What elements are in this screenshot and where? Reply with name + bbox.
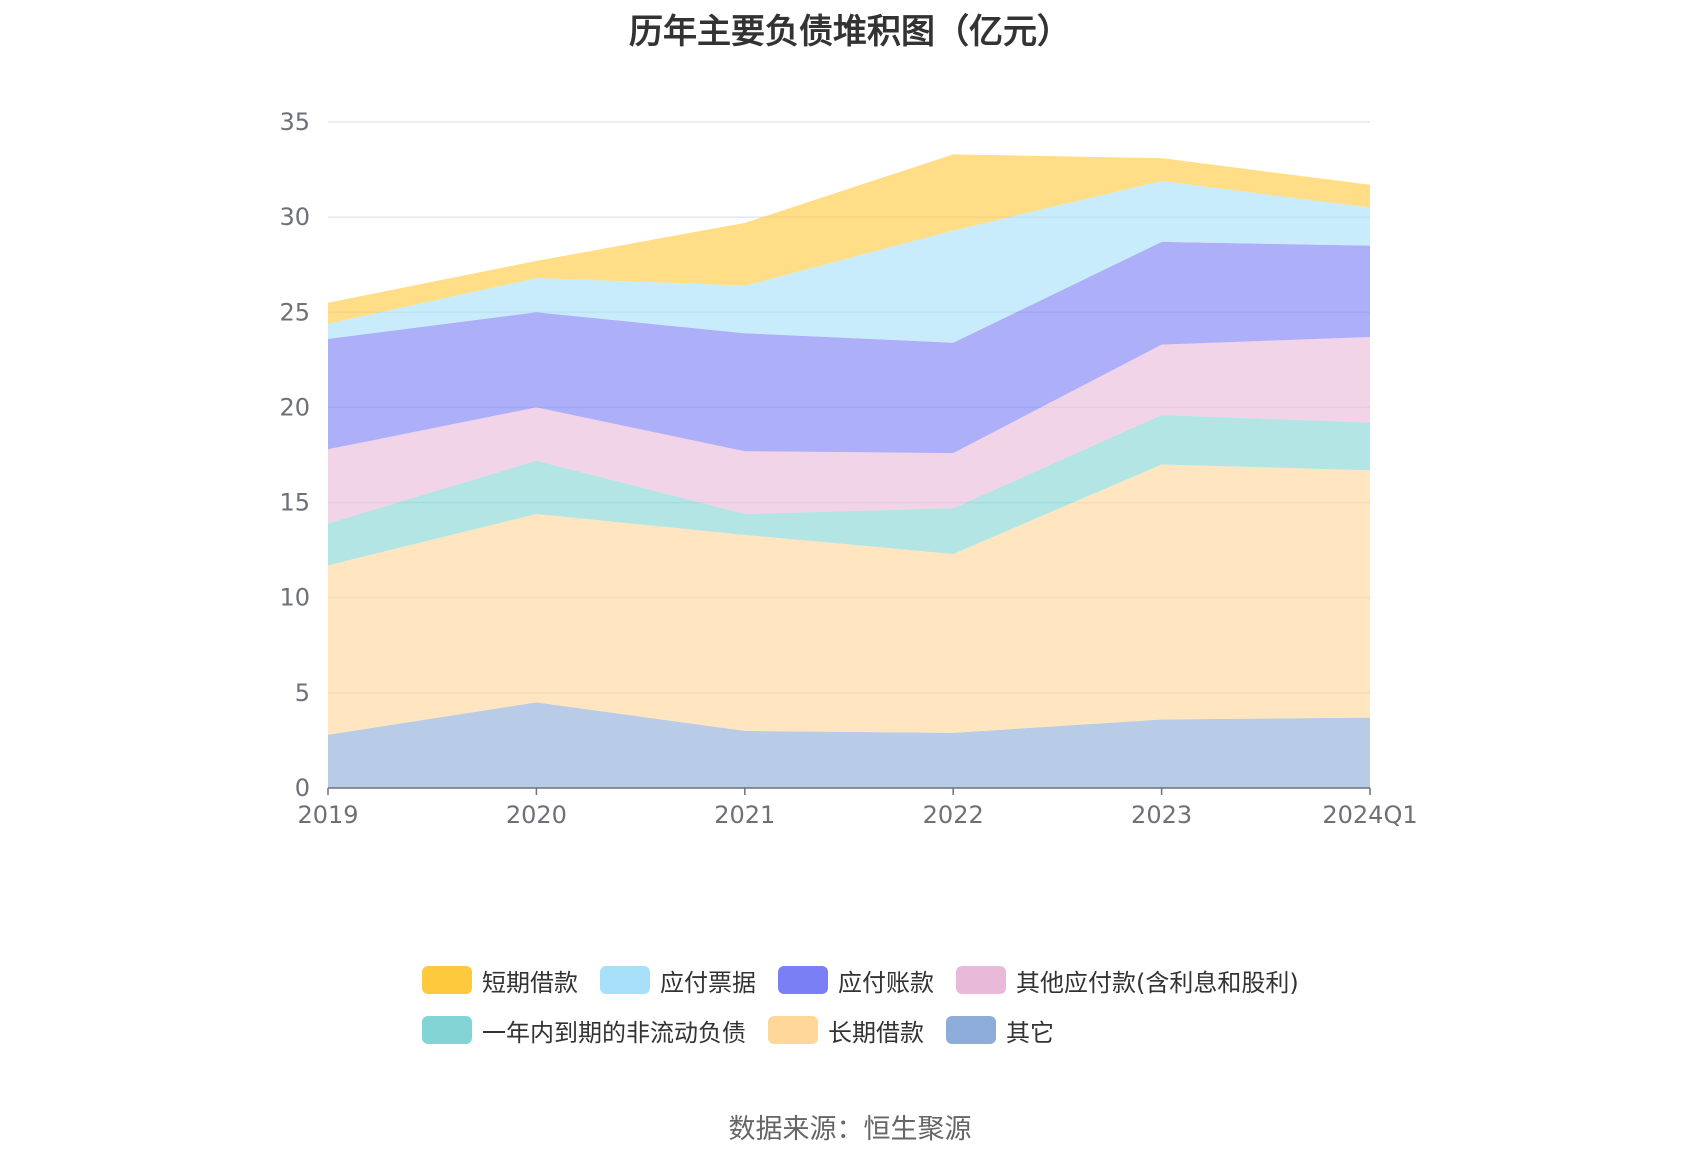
legend: 短期借款 应付票据 应付账款 其他应付款(含利息和股利) 一年内到期的非流动负债 长期借款… xyxy=(422,955,1322,1055)
chart-title: 历年主要负债堆积图（亿元） xyxy=(629,12,1071,52)
legend-label: 长期借款 xyxy=(828,1018,924,1047)
x-tick-label: 2021 xyxy=(714,801,775,829)
y-tick-label: 0 xyxy=(295,774,310,802)
legend-swatch xyxy=(422,1016,472,1044)
area-series-2 xyxy=(328,415,1370,566)
x-tick-label: 2020 xyxy=(506,801,567,829)
legend-label: 短期借款 xyxy=(482,968,578,997)
area-series-5 xyxy=(328,180,1370,343)
y-tick-label: 35 xyxy=(279,108,310,136)
legend-swatch xyxy=(600,966,650,994)
y-tick-label: 15 xyxy=(279,489,310,517)
y-tick-label: 10 xyxy=(279,584,310,612)
legend-row: 短期借款 应付票据 应付账款 其他应付款(含利息和股利) xyxy=(422,955,1322,1005)
legend-swatch xyxy=(956,966,1006,994)
area-series-4 xyxy=(328,241,1370,454)
legend-label: 应付账款 xyxy=(838,968,934,997)
data-source-note: 数据来源：恒生聚源 xyxy=(728,1114,972,1145)
legend-swatch xyxy=(768,1016,818,1044)
legend-item[interactable]: 应付账款 xyxy=(778,963,934,998)
y-tick-label: 25 xyxy=(279,298,310,326)
y-tick-label: 20 xyxy=(279,393,310,421)
x-tick-label: 2023 xyxy=(1131,801,1192,829)
legend-item[interactable]: 其他应付款(含利息和股利) xyxy=(956,963,1299,998)
legend-row: 一年内到期的非流动负债 长期借款 其它 xyxy=(422,1005,1322,1055)
area-series-6 xyxy=(328,154,1370,324)
legend-item[interactable]: 长期借款 xyxy=(768,1013,924,1048)
area-series-3 xyxy=(328,337,1370,524)
y-tick-label: 5 xyxy=(295,679,310,707)
legend-item[interactable]: 应付票据 xyxy=(600,963,756,998)
area-series-0 xyxy=(328,702,1370,788)
legend-item[interactable]: 一年内到期的非流动负债 xyxy=(422,1013,746,1048)
legend-label: 其它 xyxy=(1006,1018,1054,1047)
y-tick-label: 30 xyxy=(279,203,310,231)
x-tick-label: 2019 xyxy=(297,801,358,829)
area-series-1 xyxy=(328,464,1370,735)
legend-swatch xyxy=(422,966,472,994)
legend-item[interactable]: 其它 xyxy=(946,1013,1054,1048)
legend-label: 其他应付款(含利息和股利) xyxy=(1016,968,1299,997)
x-tick-label: 2022 xyxy=(923,801,984,829)
x-tick-label: 2024Q1 xyxy=(1322,801,1417,829)
area-series-group xyxy=(328,154,1370,788)
legend-label: 应付票据 xyxy=(660,968,756,997)
legend-swatch xyxy=(778,966,828,994)
legend-swatch xyxy=(946,1016,996,1044)
legend-item[interactable]: 短期借款 xyxy=(422,963,578,998)
legend-label: 一年内到期的非流动负债 xyxy=(482,1018,746,1047)
